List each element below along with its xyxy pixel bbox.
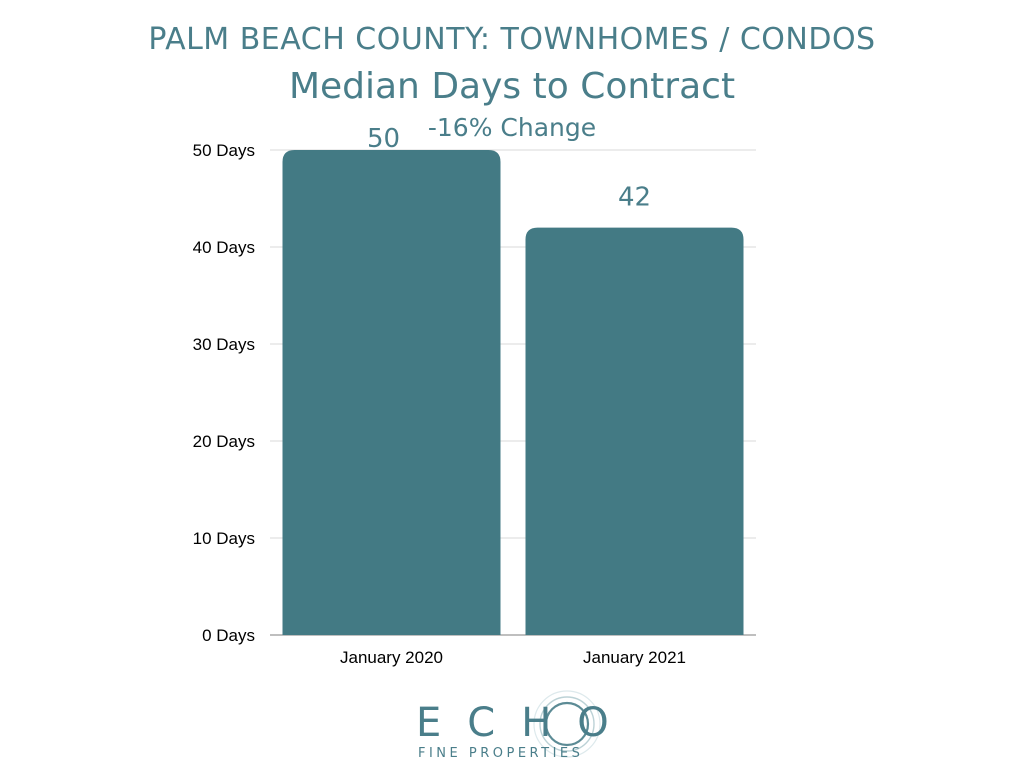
chart-title: Median Days to Contract — [288, 66, 736, 107]
y-tick-label: 30 Days — [193, 335, 255, 354]
bar-value-labels: 50 42 — [367, 124, 651, 213]
y-tick-label: 40 Days — [193, 238, 255, 257]
bar-chart: 0 Days 10 Days 20 Days 30 Days 40 Days 50 Day… — [193, 124, 756, 667]
bar-1 — [282, 150, 501, 635]
change-annotation: -16% Change — [427, 113, 597, 142]
x-tick-label: January 2021 — [583, 648, 686, 667]
y-tick-label: 20 Days — [193, 432, 255, 451]
y-tick-label: 0 Days — [202, 626, 255, 645]
chart-bars — [282, 150, 744, 635]
logo-wordmark: ECHO — [416, 700, 635, 746]
bar-value-label: 42 — [618, 183, 651, 213]
x-axis-tick-labels: January 2020 January 2021 — [340, 648, 686, 667]
y-tick-label: 10 Days — [193, 529, 255, 548]
y-axis-tick-labels: 0 Days 10 Days 20 Days 30 Days 40 Days 50 Day… — [193, 141, 255, 645]
logo-tagline: FINE PROPERTIES — [418, 746, 584, 761]
bar-value-label: 50 — [367, 124, 400, 154]
bar-2 — [525, 227, 744, 635]
echo-logo: ECHO FINE PROPERTIES — [400, 690, 620, 765]
x-tick-label: January 2020 — [340, 648, 443, 667]
page-subtitle: PALM BEACH COUNTY: TOWNHOMES / CONDOS — [148, 22, 876, 57]
logo-rings-icon — [533, 690, 601, 758]
y-tick-label: 50 Days — [193, 141, 255, 160]
